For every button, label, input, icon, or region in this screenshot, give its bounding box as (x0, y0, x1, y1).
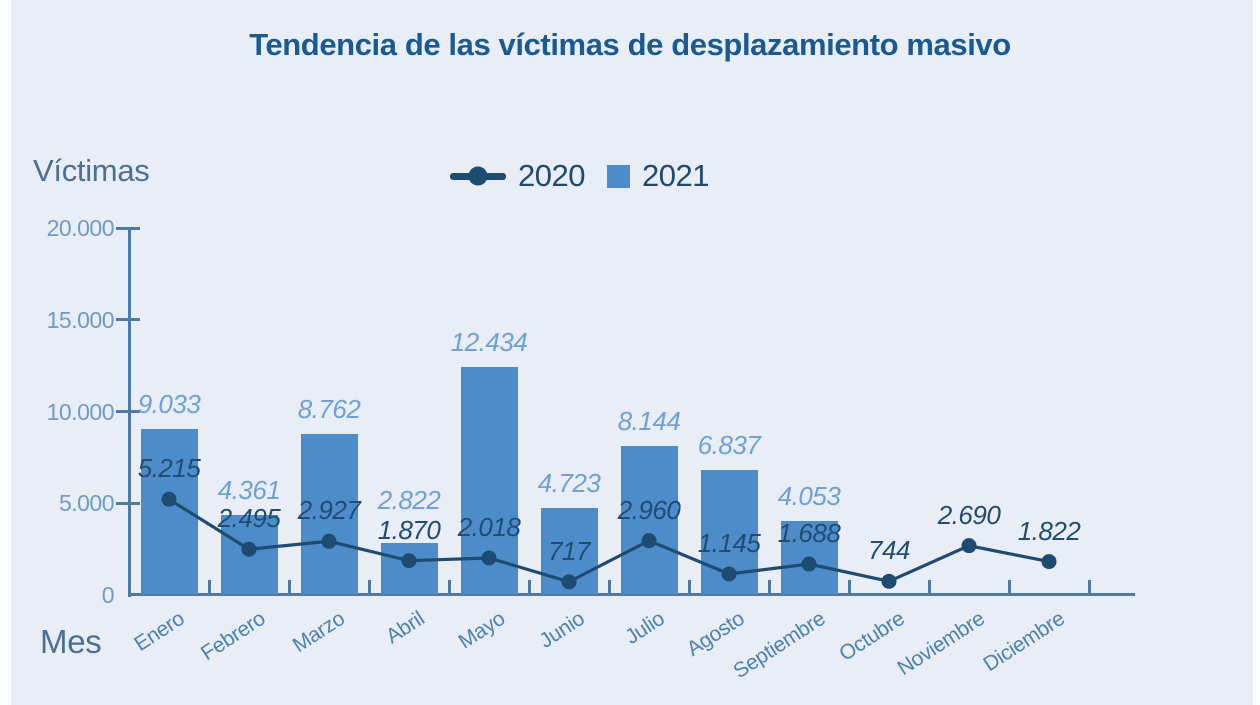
legend: 2020 2021 (450, 158, 709, 194)
line-value-label-diciembre: 1.822 (1017, 515, 1081, 546)
legend-2021-label: 2021 (641, 158, 709, 193)
x-tick (687, 580, 691, 595)
line-path (168, 497, 1050, 584)
legend-2020-line-dot-icon (450, 166, 506, 186)
line-point-noviembre (961, 538, 977, 554)
x-tick (1087, 580, 1091, 595)
x-tick (447, 580, 451, 595)
y-tick-label: 15.000 (46, 306, 115, 333)
line-point-septiembre (801, 556, 817, 572)
y-tick (116, 501, 140, 505)
x-tick (607, 580, 611, 595)
line-value-label-febrero: 2.495 (217, 503, 281, 534)
x-tick (1007, 580, 1011, 595)
chart-title: Tendencia de las víctimas de desplazamie… (249, 27, 1011, 62)
x-tick (767, 580, 771, 595)
line-point-abril (401, 553, 417, 569)
x-tick (527, 580, 531, 595)
line-value-label-enero: 5.215 (137, 453, 201, 484)
line-point-julio (641, 533, 657, 549)
line-value-label-noviembre: 2.690 (937, 499, 1001, 530)
x-tick (367, 580, 371, 595)
line-point-junio (561, 574, 577, 590)
line-point-febrero (241, 541, 257, 557)
line-value-label-abril: 1.870 (377, 514, 441, 545)
x-axis-line (127, 593, 1135, 596)
line-point-agosto (721, 566, 737, 582)
y-tick-label: 10.000 (46, 398, 115, 425)
line-point-marzo (321, 533, 337, 549)
line-value-label-octubre: 744 (868, 535, 910, 566)
y-axis-title: Víctimas (33, 153, 150, 188)
legend-2021-square-icon (606, 164, 630, 188)
legend-2020-label: 2020 (518, 158, 585, 193)
bar-value-label-marzo: 8.762 (297, 394, 361, 425)
bar-value-label-enero: 9.033 (137, 389, 201, 420)
line-value-label-junio: 717 (548, 535, 590, 566)
bar-value-label-septiembre: 4.053 (777, 480, 841, 511)
line-value-label-septiembre: 1.688 (777, 518, 841, 549)
line-value-label-marzo: 2.927 (297, 495, 361, 526)
y-tick (116, 226, 140, 230)
y-tick-label: 0 (101, 582, 115, 608)
y-tick (116, 410, 140, 413)
x-tick (287, 580, 291, 595)
line-value-label-agosto: 1.145 (697, 527, 761, 558)
x-tick (207, 580, 211, 595)
y-tick (116, 318, 140, 322)
bar-julio (620, 445, 678, 595)
bar-value-label-mayo: 12.434 (450, 326, 528, 357)
bar-value-label-julio: 8.144 (617, 405, 681, 436)
bar-value-label-junio: 4.723 (537, 468, 601, 499)
y-tick-label: 5.000 (58, 490, 115, 517)
line-point-mayo (481, 550, 497, 566)
x-tick (847, 580, 851, 595)
line-point-diciembre (1041, 554, 1057, 570)
bar-abril (380, 543, 438, 595)
line-point-octubre (881, 573, 897, 589)
legend-2020-dot-icon (468, 166, 488, 186)
bar-value-label-abril: 2.822 (377, 484, 441, 515)
bar-value-label-agosto: 6.837 (697, 429, 761, 460)
y-tick-label: 20.000 (46, 215, 115, 241)
x-tick (927, 580, 931, 595)
line-point-enero (161, 491, 177, 507)
bar-value-label-febrero: 4.361 (217, 474, 281, 505)
bar-marzo (300, 434, 358, 595)
line-value-label-julio: 2.960 (617, 494, 681, 525)
line-value-label-mayo: 2.018 (457, 511, 521, 542)
x-axis-title: Mes (40, 623, 102, 660)
